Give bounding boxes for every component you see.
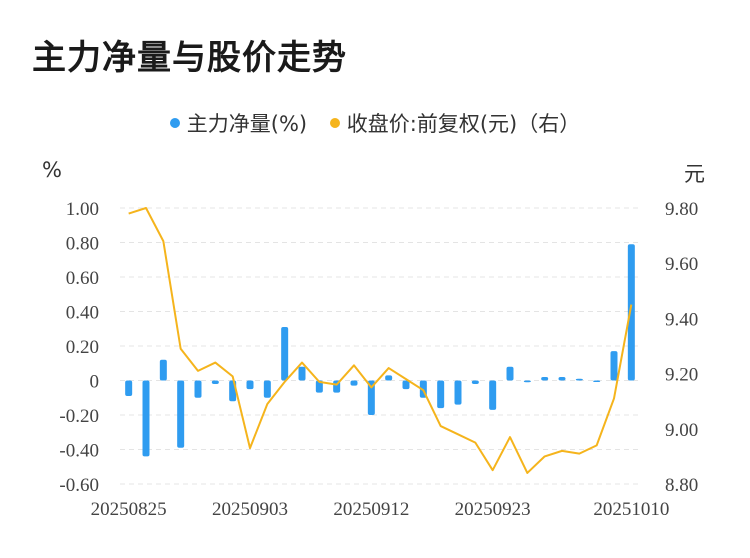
- legend-marker-main-net: [169, 118, 180, 128]
- bar: [367, 380, 375, 415]
- bar: [281, 327, 289, 381]
- bar: [263, 380, 271, 398]
- right-axis-tick-label: 8.80: [665, 475, 698, 496]
- x-axis-tick-label: 20250903: [212, 499, 288, 520]
- left-axis-tick-label: -0.60: [59, 475, 99, 496]
- left-axis-tick-label: 1.00: [66, 199, 99, 220]
- bar: [142, 380, 150, 457]
- bar: [471, 380, 479, 384]
- right-axis-tick-label: 9.40: [665, 309, 698, 330]
- legend-label-main-net: 主力净量(%): [186, 112, 308, 136]
- x-axis-tick-label: 20250923: [455, 499, 531, 520]
- close-price-line: [128, 207, 633, 474]
- chart-title: 主力净量与股价走势: [32, 38, 347, 78]
- bar: [350, 380, 358, 386]
- bar: [593, 380, 601, 382]
- left-axis-tick-label: 0.40: [66, 303, 99, 324]
- legend-item-close-price[interactable]: 收盘价:前复权(元)（右）: [329, 108, 581, 138]
- bar: [402, 380, 410, 390]
- right-axis-tick-label: 9.80: [665, 199, 698, 220]
- bar: [437, 380, 445, 409]
- bar: [454, 380, 462, 405]
- bar: [385, 375, 393, 381]
- left-axis-tick-label: 0.80: [66, 234, 99, 255]
- bar: [194, 380, 202, 398]
- left-axis-tick-label: -0.20: [59, 406, 99, 427]
- left-axis-unit: %: [42, 158, 62, 182]
- x-axis-tick-label: 20250825: [91, 499, 167, 520]
- bar: [627, 244, 635, 381]
- right-axis-unit: 元: [684, 162, 705, 186]
- bar: [315, 380, 323, 393]
- bar: [506, 366, 514, 381]
- chart-legend: 主力净量(%) 收盘价:前复权(元)（右）: [0, 108, 750, 138]
- bar: [575, 378, 583, 381]
- bar: [523, 380, 531, 383]
- bar: [125, 380, 133, 397]
- bar: [541, 377, 549, 381]
- x-axis-tick-label: 20250912: [333, 499, 409, 520]
- bar: [211, 380, 219, 384]
- left-axis-tick-label: 0.20: [66, 337, 99, 358]
- bar: [610, 351, 618, 381]
- right-axis-tick-label: 9.20: [665, 365, 698, 386]
- bar: [177, 380, 185, 448]
- left-axis-tick-label: 0: [90, 372, 100, 393]
- bar: [159, 359, 167, 381]
- legend-label-close-price: 收盘价:前复权(元)（右）: [346, 112, 581, 136]
- right-axis-tick-label: 9.00: [665, 420, 698, 441]
- bar: [489, 380, 497, 410]
- left-axis-tick-label: -0.40: [59, 441, 99, 462]
- right-axis-tick-label: 9.60: [665, 254, 698, 275]
- left-axis-tick-label: 0.60: [66, 268, 99, 289]
- bar: [298, 366, 306, 381]
- bar: [558, 377, 566, 381]
- bar: [246, 380, 254, 390]
- x-axis-tick-label: 20251010: [593, 499, 669, 520]
- legend-marker-close-price: [329, 118, 340, 128]
- legend-item-main-net[interactable]: 主力净量(%): [169, 108, 308, 138]
